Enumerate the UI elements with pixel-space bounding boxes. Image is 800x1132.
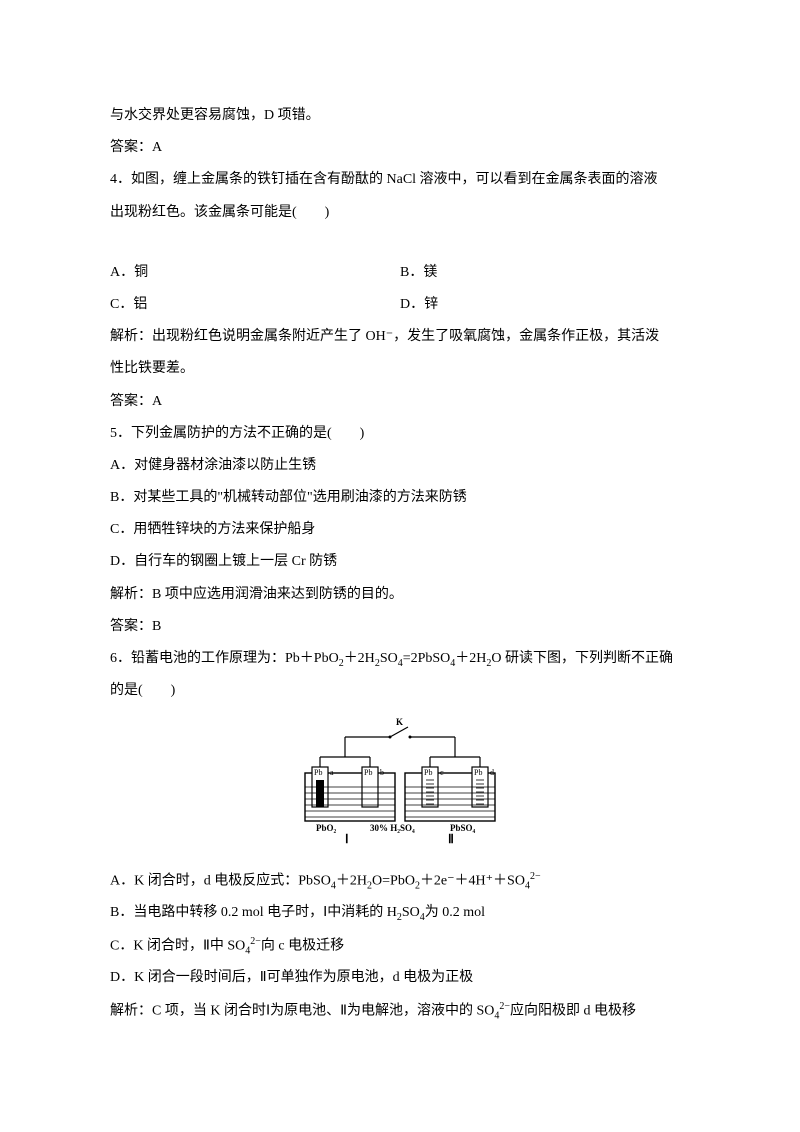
q6-figure: K Pb a Pb b [110,715,690,858]
q4-opt-c: C．铝 [110,289,400,321]
q6-opt-c: C．K 闭合时，Ⅱ中 SO42−向 c 电极迁移 [110,930,690,963]
q4-explain-line1: 解析：出现粉红色说明金属条附近产生了 OH⁻，发生了吸氧腐蚀，金属条作正极，其活… [110,321,690,353]
q4-opt-b: B．镁 [400,257,690,289]
svg-text:Pb: Pb [474,768,482,777]
q4-options-row1: A．铜 B．镁 [110,257,690,289]
intro-line: 与水交界处更容易腐蚀，D 项错。 [110,100,690,132]
svg-text:Pb: Pb [424,768,432,777]
q5-opt-a: A．对健身器材涂油漆以防止生锈 [110,450,690,482]
q6-opt-a: A．K 闭合时，d 电极反应式：PbSO4＋2H2O=PbO2＋2e⁻＋4H⁺＋… [110,865,690,898]
q4-stem-line2: 出现粉红色。该金属条可能是( ) [110,197,690,229]
svg-text:30% H₂SO₄: 30% H₂SO₄ [370,823,415,833]
q4-options-row2: C．铝 D．锌 [110,289,690,321]
svg-text:Pb: Pb [314,768,322,777]
svg-text:Ⅱ: Ⅱ [448,832,454,845]
q4-opt-a: A．铜 [110,257,400,289]
q4-explain-line2: 性比铁要差。 [110,353,690,385]
svg-text:c: c [440,768,444,777]
q5-explain: 解析：B 项中应选用润滑油来达到防锈的目的。 [110,579,690,611]
q6-opt-d: D．K 闭合一段时间后，Ⅱ可单独作为原电池，d 电极为正极 [110,962,690,994]
q4-figure-placeholder [110,229,690,257]
intro-answer: 答案：A [110,132,690,164]
battery-diagram-icon: K Pb a Pb b [290,715,510,845]
q4-answer: 答案：A [110,386,690,418]
q6-stem-line2: 的是( ) [110,675,690,707]
svg-text:d: d [490,768,494,777]
svg-text:b: b [380,768,384,777]
svg-text:a: a [330,768,334,777]
q5-opt-c: C．用牺牲锌块的方法来保护船身 [110,514,690,546]
q5-opt-d: D．自行车的钢圈上镀上一层 Cr 防锈 [110,546,690,578]
q6-opt-b: B．当电路中转移 0.2 mol 电子时，Ⅰ中消耗的 H2SO4为 0.2 mo… [110,897,690,929]
svg-text:Ⅰ: Ⅰ [345,832,349,845]
q4-opt-d: D．锌 [400,289,690,321]
q6-stem-line1: 6．铅蓄电池的工作原理为：Pb＋PbO2＋2H2SO4=2PbSO4＋2H2O … [110,643,690,675]
q5-answer: 答案：B [110,611,690,643]
svg-text:PbO₂: PbO₂ [316,823,337,833]
svg-text:Pb: Pb [364,768,372,777]
q5-opt-b: B．对某些工具的"机械转动部位"选用刷油漆的方法来防锈 [110,482,690,514]
q5-stem: 5．下列金属防护的方法不正确的是( ) [110,418,690,450]
q6-explain: 解析：C 项，当 K 闭合时Ⅰ为原电池、Ⅱ为电解池，溶液中的 SO42−应向阳极… [110,995,690,1028]
q4-stem-line1: 4．如图，缠上金属条的铁钉插在含有酚酞的 NaCl 溶液中，可以看到在金属条表面… [110,164,690,196]
svg-text:K: K [396,717,403,727]
